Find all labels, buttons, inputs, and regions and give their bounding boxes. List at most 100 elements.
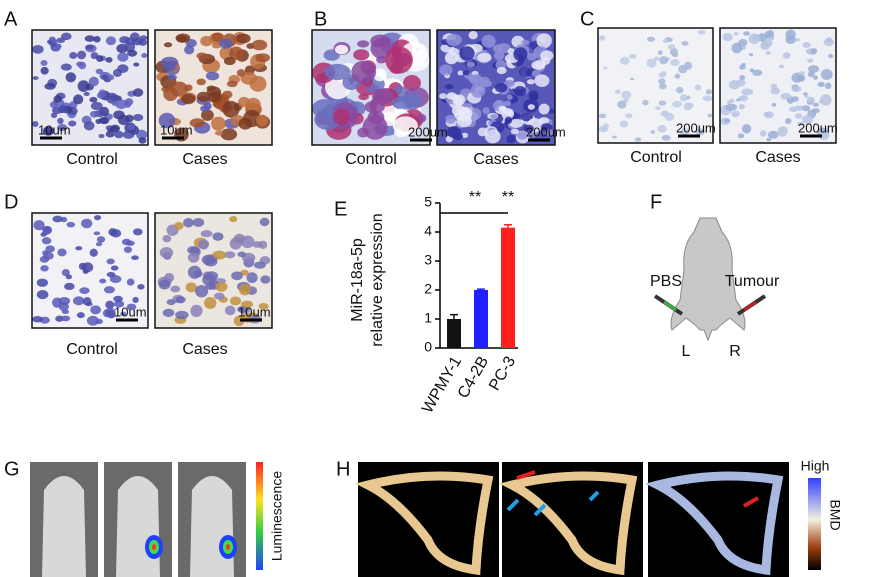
cell: [36, 290, 49, 300]
cell: [211, 32, 224, 43]
cell: [734, 32, 739, 36]
cell: [187, 252, 200, 263]
caption: Cases: [182, 151, 227, 168]
caption: Control: [345, 151, 397, 168]
cell: [251, 39, 268, 51]
cell: [506, 94, 513, 100]
cell: [200, 230, 213, 238]
syringe-fluid: [743, 300, 757, 312]
cell: [506, 134, 516, 144]
cell: [162, 308, 175, 317]
cell: [494, 82, 508, 93]
cell: [807, 96, 815, 104]
cell: [131, 37, 144, 46]
cell: [222, 100, 240, 118]
image-frame: [154, 29, 273, 146]
cell: [121, 238, 132, 246]
cell: [212, 232, 224, 241]
cell: [499, 106, 506, 111]
micrograph: [154, 29, 273, 146]
arrow: [506, 498, 520, 512]
cell: [49, 101, 59, 109]
cell: [197, 239, 210, 249]
cell: [741, 88, 754, 96]
cell: [240, 72, 258, 85]
cell: [192, 218, 205, 227]
cell: [614, 89, 621, 95]
cell: [678, 64, 688, 74]
cell: [229, 296, 242, 306]
cell: [738, 95, 749, 102]
cell: [496, 66, 507, 75]
cell: [167, 74, 177, 81]
cell: [671, 52, 679, 58]
cell: [798, 71, 805, 76]
cell: [739, 75, 746, 81]
cell: [132, 88, 144, 97]
cell: [96, 92, 105, 99]
cell: [602, 128, 608, 132]
cell: [812, 102, 820, 107]
cell: [741, 62, 746, 66]
image-frame: [436, 29, 556, 146]
cell: [253, 261, 266, 269]
cell: [766, 137, 772, 142]
cell: [69, 51, 78, 59]
y-tick-label: 4: [424, 223, 432, 239]
cell: [722, 33, 733, 42]
cell: [60, 63, 72, 71]
cell: [741, 124, 752, 134]
cell: [791, 96, 799, 102]
cell: [205, 282, 216, 290]
cell: [620, 56, 630, 65]
cell: [477, 52, 492, 63]
cell: [357, 40, 370, 48]
cell: [810, 48, 818, 55]
cell: [820, 94, 832, 106]
cell: [133, 62, 140, 67]
cell: [138, 137, 147, 144]
cell: [137, 284, 145, 290]
cell: [459, 46, 475, 61]
cell: [726, 100, 732, 104]
cell: [671, 100, 682, 108]
cell: [513, 47, 528, 62]
cell: [195, 284, 209, 298]
cell: [659, 56, 668, 65]
cell: [36, 278, 49, 287]
cell: [825, 37, 833, 43]
cell: [681, 40, 689, 46]
scale-bar-label: 10um: [160, 122, 193, 137]
cell: [75, 246, 83, 251]
cell: [105, 130, 115, 138]
cell: [132, 296, 139, 304]
cell: [646, 58, 657, 68]
cell: [98, 134, 105, 139]
cell: [162, 234, 172, 243]
cell: [50, 112, 58, 119]
cell: [540, 50, 554, 61]
cell: [127, 49, 138, 57]
side-label: R: [729, 343, 741, 360]
cell: [255, 53, 271, 63]
cell: [105, 36, 117, 46]
cell: [802, 105, 811, 112]
cell: [114, 130, 124, 139]
cell: [203, 102, 212, 110]
cell: [238, 96, 251, 108]
cell: [89, 110, 99, 118]
cell: [763, 111, 774, 119]
cell: [187, 246, 200, 255]
cell: [536, 33, 552, 49]
bone: [355, 471, 494, 576]
cell: [117, 64, 129, 73]
cell: [163, 42, 173, 48]
cell: [385, 46, 413, 74]
cell: [89, 248, 98, 257]
cell: [170, 285, 181, 293]
cell: [534, 74, 550, 88]
cell: [824, 82, 832, 90]
cell: [185, 282, 197, 293]
cell: [82, 297, 92, 306]
cell: [60, 315, 71, 322]
